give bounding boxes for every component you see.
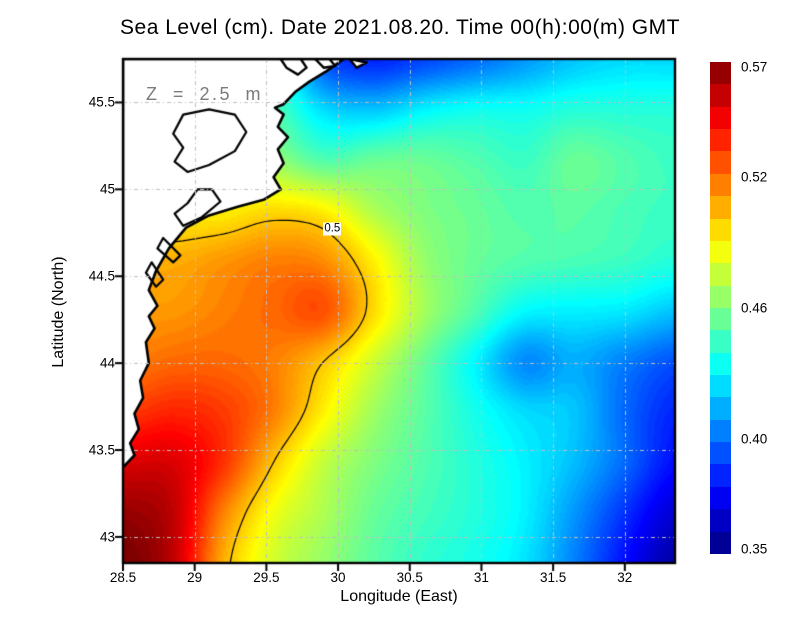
- colorbar-segment: [710, 240, 731, 264]
- x-tick-label: 29.5: [253, 570, 280, 585]
- colorbar: [710, 62, 731, 554]
- depth-annotation: Z = 2.5 m: [145, 84, 263, 105]
- colorbar-segment: [710, 106, 731, 130]
- colorbar-tick-label: 0.35: [741, 541, 768, 557]
- colorbar-segment: [710, 330, 731, 353]
- colorbar-segment: [710, 285, 731, 308]
- colorbar-segment: [710, 442, 731, 465]
- x-tick-label: 31.5: [539, 570, 567, 585]
- colorbar-tick-label: 0.46: [741, 300, 768, 316]
- colorbar-segment: [710, 151, 731, 174]
- colorbar-tick-label: 0.40: [741, 431, 768, 447]
- colorbar-segment: [710, 62, 731, 85]
- y-axis-label: Latitude (North): [50, 256, 67, 368]
- x-tick-label: 28.5: [109, 570, 137, 585]
- x-tick-label: 30: [330, 570, 346, 585]
- y-tick-label: 43.5: [88, 442, 115, 458]
- x-tick-label: 30.5: [396, 570, 423, 585]
- y-tick-label: 45: [99, 181, 115, 197]
- colorbar-segment: [710, 464, 731, 487]
- y-tick-label: 44: [99, 355, 115, 371]
- figure-title: Sea Level (cm). Date 2021.08.20. Time 00…: [120, 16, 680, 39]
- y-tick-label: 44.5: [88, 268, 115, 284]
- y-tick-label: 43: [99, 529, 115, 545]
- colorbar-segment: [710, 352, 731, 376]
- colorbar-segment: [710, 84, 731, 107]
- y-tick-label: 45.5: [88, 94, 115, 110]
- colorbar-segment: [710, 509, 731, 532]
- contour-label: 0.5: [323, 222, 342, 236]
- colorbar-tick-label: 0.52: [741, 169, 768, 185]
- colorbar-segment: [710, 486, 731, 510]
- x-axis-label: Longitude (East): [340, 588, 458, 605]
- colorbar-segment: [710, 307, 731, 331]
- colorbar-segment: [710, 375, 731, 398]
- colorbar-segment: [710, 173, 731, 197]
- colorbar-tick-label: 0.57: [741, 59, 768, 75]
- x-tick-label: 32: [617, 570, 633, 585]
- colorbar-segment: [710, 531, 731, 554]
- colorbar-segment: [710, 263, 731, 286]
- colorbar-segment: [710, 129, 731, 152]
- x-tick-label: 29: [187, 570, 203, 585]
- colorbar-segment: [710, 397, 731, 420]
- colorbar-segment: [710, 218, 731, 241]
- colorbar-segment: [710, 196, 731, 219]
- colorbar-segment: [710, 419, 731, 443]
- x-tick-label: 31: [473, 570, 489, 585]
